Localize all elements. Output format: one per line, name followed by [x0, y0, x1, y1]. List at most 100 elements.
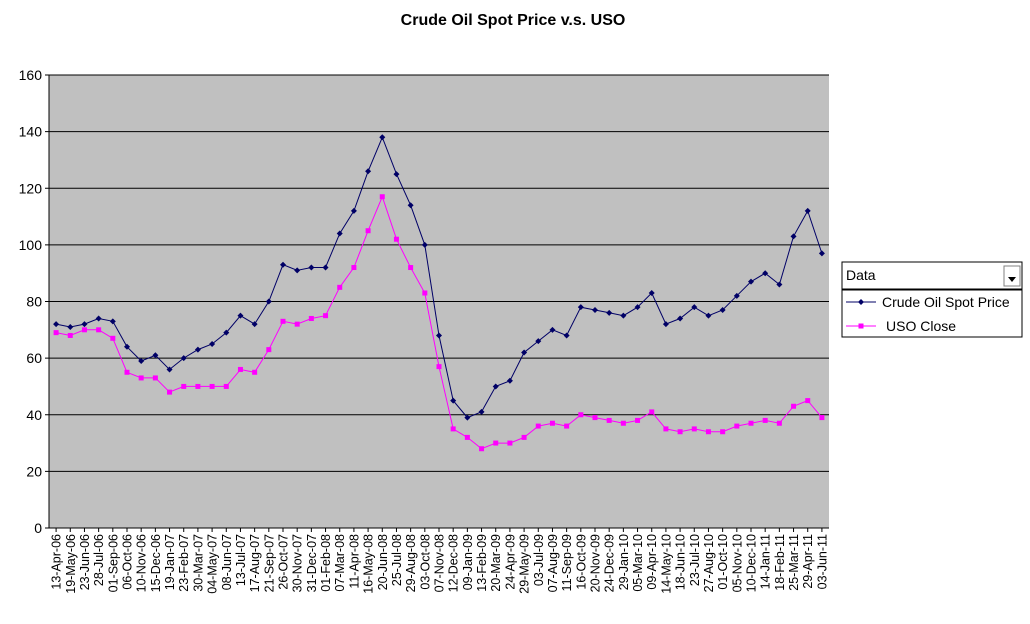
data-point — [138, 357, 145, 364]
data-point — [110, 335, 116, 341]
data-point — [81, 327, 87, 333]
y-tick-label: 120 — [19, 180, 43, 196]
x-tick-label: 07-Mar-08 — [333, 534, 347, 592]
data-point — [479, 446, 485, 452]
data-point — [535, 423, 541, 429]
x-tick-label: 05-Nov-10 — [730, 534, 744, 592]
data-point — [705, 429, 711, 435]
data-point — [691, 304, 698, 311]
data-point — [251, 321, 258, 328]
data-point — [719, 306, 726, 313]
data-point — [804, 207, 811, 214]
data-point — [634, 304, 641, 311]
x-tick-label: 28-Jul-06 — [92, 534, 106, 586]
data-point — [450, 397, 457, 404]
x-tick-label: 05-Mar-10 — [631, 534, 645, 592]
data-point — [53, 330, 59, 336]
data-point — [592, 415, 598, 421]
x-tick-label: 30-Nov-07 — [291, 534, 305, 592]
data-point — [577, 304, 584, 311]
data-point — [421, 241, 428, 248]
data-point — [734, 423, 740, 429]
data-point — [648, 290, 655, 297]
data-point — [549, 326, 556, 333]
x-tick-label: 10-Nov-06 — [135, 534, 149, 592]
y-tick-label: 60 — [26, 350, 42, 366]
data-point — [450, 426, 456, 432]
legend-marker — [858, 323, 864, 329]
data-point — [124, 343, 130, 350]
data-point — [478, 408, 485, 415]
data-point — [322, 264, 329, 271]
data-point — [592, 306, 598, 313]
x-tick-label: 26-Oct-07 — [277, 534, 291, 590]
data-point — [506, 377, 513, 384]
data-point — [95, 315, 102, 322]
data-point — [818, 250, 825, 257]
data-point — [53, 321, 60, 328]
data-point — [819, 415, 825, 421]
x-tick-label: 25-Mar-11 — [787, 534, 801, 591]
data-point — [167, 389, 173, 395]
data-point — [280, 261, 286, 268]
data-point — [535, 338, 542, 345]
x-tick-label: 14-Jan-11 — [759, 534, 773, 589]
x-tick-label: 10-Dec-10 — [745, 534, 759, 592]
data-point — [563, 332, 570, 339]
x-tick-label: 19-Jan-07 — [163, 534, 177, 590]
x-tick-label: 29-Aug-08 — [404, 534, 418, 592]
data-point — [252, 369, 258, 375]
gridlines — [49, 74, 829, 472]
legend-dropdown-button[interactable] — [1003, 265, 1021, 287]
x-tick-label: 27-Aug-10 — [702, 534, 716, 592]
legend-box — [841, 289, 1023, 338]
data-point — [422, 290, 428, 296]
x-tick-label: 18-Jun-10 — [674, 534, 688, 590]
x-tick-label: 15-Dec-06 — [149, 534, 163, 592]
data-point — [791, 403, 797, 409]
x-tick-label: 09-Apr-10 — [645, 534, 659, 590]
data-point — [379, 134, 386, 141]
data-point — [308, 315, 314, 321]
data-point — [436, 364, 442, 370]
data-point — [790, 233, 797, 240]
x-tick-label: 19-May-06 — [64, 534, 78, 594]
legend-field-label: Data — [846, 267, 876, 283]
chart-title: Crude Oil Spot Price v.s. USO — [401, 12, 626, 29]
x-tick-label: 08-Jun-07 — [220, 534, 234, 590]
data-point — [152, 352, 159, 359]
data-point — [209, 383, 215, 389]
data-point — [96, 327, 102, 333]
data-point — [365, 228, 371, 234]
x-tick-label: 13-Apr-06 — [50, 534, 64, 590]
data-point — [677, 429, 683, 435]
x-tick-label: 03-Jun-11 — [815, 534, 829, 589]
data-point — [606, 309, 613, 316]
data-point — [776, 420, 782, 426]
data-point — [748, 420, 754, 426]
data-point — [223, 329, 230, 336]
y-tick-label: 80 — [26, 294, 42, 310]
data-point — [124, 369, 130, 375]
data-point — [323, 313, 329, 319]
data-point — [109, 318, 116, 325]
x-tick-label: 03-Jul-09 — [532, 534, 546, 586]
x-tick-label: 03-Oct-08 — [418, 534, 432, 590]
x-tick-label: 29-Apr-11 — [801, 534, 815, 589]
x-tick-label: 23-Jun-06 — [78, 534, 92, 590]
x-tick-label: 21-Sep-07 — [262, 534, 276, 592]
legend-marker — [858, 299, 864, 305]
x-tick-label: 09-Jan-09 — [461, 534, 475, 590]
data-point — [748, 278, 754, 285]
data-point — [663, 426, 669, 432]
data-point — [492, 383, 499, 390]
legend-label: Crude Oil Spot Price — [882, 294, 1010, 310]
data-point — [379, 194, 385, 200]
data-point — [266, 347, 272, 353]
y-tick-label: 20 — [26, 463, 42, 479]
x-tick-label: 20-Nov-09 — [589, 534, 603, 592]
legend-field-button[interactable] — [841, 261, 1023, 290]
x-tick-label: 11-Sep-09 — [560, 534, 574, 591]
data-point — [237, 312, 244, 319]
data-point — [138, 375, 144, 381]
